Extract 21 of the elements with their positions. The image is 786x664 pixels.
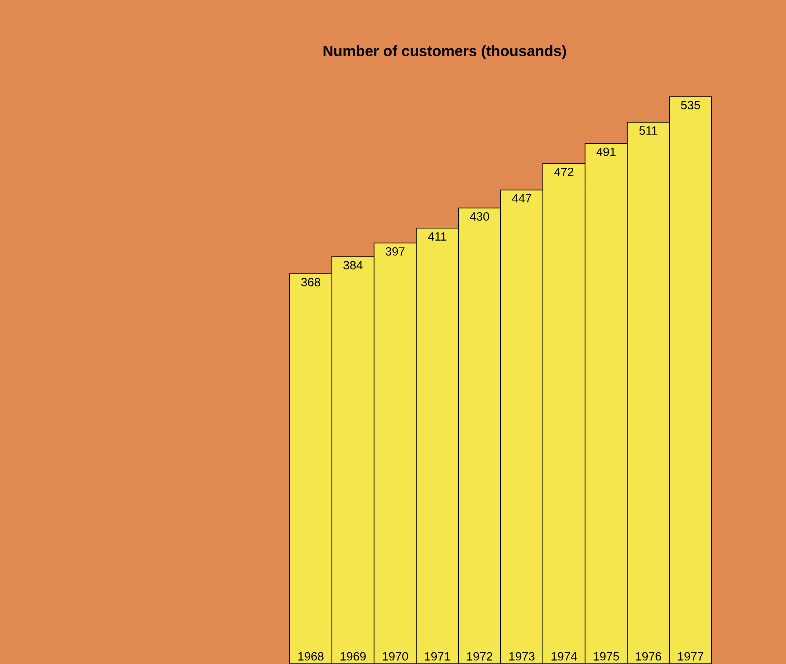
data-label: 535	[681, 100, 700, 110]
x-tick-label: 1975	[594, 652, 620, 661]
data-label: 411	[428, 232, 447, 241]
x-tick-label: 1971	[425, 652, 450, 661]
x-tick-label: 1972	[467, 652, 492, 661]
data-label: 384	[344, 261, 363, 270]
data-label: 472	[554, 168, 574, 176]
x-tick-label: 1968	[298, 652, 324, 661]
data-label: 397	[386, 247, 405, 256]
x-tick-label: 1973	[510, 652, 535, 661]
data-label: 491	[596, 148, 616, 156]
x-tick-label: 1977	[678, 652, 704, 661]
x-tick-label: 1969	[340, 652, 366, 661]
x-tick-label: 1970	[383, 652, 408, 661]
data-label: 511	[640, 126, 658, 135]
data-label: 447	[512, 194, 532, 202]
data-label: 368	[301, 278, 320, 286]
data-label: 430	[470, 212, 490, 221]
x-tick-label: 1974	[552, 652, 578, 661]
chart-title: Number of customers (thousands)	[324, 45, 566, 60]
x-tick-label: 1976	[636, 652, 662, 661]
